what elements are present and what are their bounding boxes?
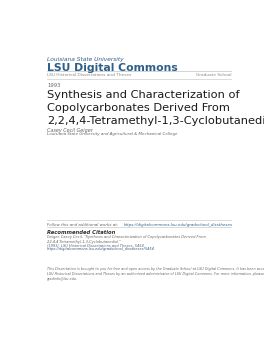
Text: Synthesis and Characterization of
Copolycarbonates Derived From
2,2,4,4-Tetramet: Synthesis and Characterization of Copoly… — [47, 90, 264, 126]
Text: Recommended Citation: Recommended Citation — [47, 230, 116, 235]
Text: This Dissertation is brought to you for free and open access by the Graduate Sch: This Dissertation is brought to you for … — [47, 267, 264, 281]
Text: Louisiana State University: Louisiana State University — [47, 58, 124, 62]
Text: Casey Cecil Geiger: Casey Cecil Geiger — [47, 128, 93, 133]
Text: Follow this and additional works at:: Follow this and additional works at: — [47, 223, 120, 227]
Text: Graduate School: Graduate School — [196, 73, 232, 77]
Text: Geiger, Casey Cecil, "Synthesis and Characterization of Copolycarbonates Derived: Geiger, Casey Cecil, "Synthesis and Char… — [47, 235, 206, 244]
Text: LSU Historical Dissertations and Theses: LSU Historical Dissertations and Theses — [47, 73, 132, 77]
Text: (1993). LSU Historical Dissertations and Theses. 5454.: (1993). LSU Historical Dissertations and… — [47, 243, 145, 248]
Text: https://digitalcommons.lsu.edu/gradschool_disstheses/5454: https://digitalcommons.lsu.edu/gradschoo… — [47, 247, 155, 251]
Text: LSU Digital Commons: LSU Digital Commons — [47, 63, 178, 73]
Text: Louisiana State University and Agricultural & Mechanical College: Louisiana State University and Agricultu… — [47, 132, 178, 136]
Text: https://digitalcommons.lsu.edu/gradschool_disstheses: https://digitalcommons.lsu.edu/gradschoo… — [124, 223, 233, 227]
Text: 1993: 1993 — [47, 84, 61, 88]
